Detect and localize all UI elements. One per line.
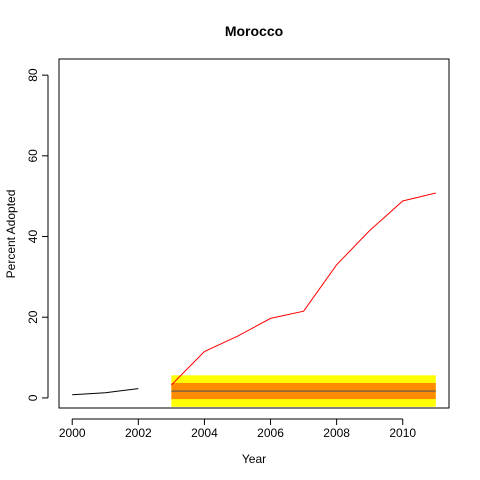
y-axis-label: Percent Adopted	[4, 190, 18, 279]
series-layer	[72, 193, 436, 395]
x-tick-label: 2002	[125, 426, 152, 440]
y-axis: 0 20 40 60 80	[26, 68, 48, 401]
x-tick-label: 2008	[323, 426, 350, 440]
x-tick-label: 2004	[191, 426, 218, 440]
y-tick-label: 20	[26, 310, 40, 324]
series-line-1	[171, 193, 435, 385]
y-tick-label: 40	[26, 230, 40, 244]
x-tick-label: 2010	[389, 426, 416, 440]
x-axis: 2000 2002 2004 2006 2008 2010	[59, 419, 417, 440]
x-tick-label: 2000	[59, 426, 86, 440]
y-tick-label: 60	[26, 149, 40, 163]
chart-title: Morocco	[225, 23, 283, 39]
series-line-0	[72, 389, 138, 395]
x-axis-label: Year	[242, 452, 266, 466]
x-tick-label: 2006	[257, 426, 284, 440]
y-tick-label: 0	[26, 394, 40, 401]
plot-frame	[59, 59, 449, 408]
y-tick-label: 80	[26, 68, 40, 82]
